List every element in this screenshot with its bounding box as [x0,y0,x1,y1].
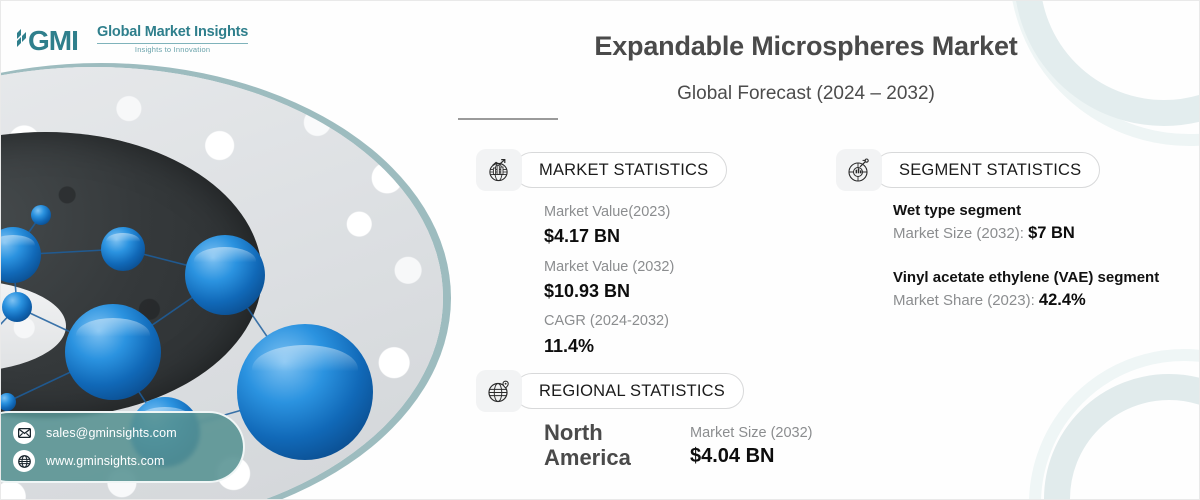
brand-name: Global Market Insights [97,24,249,40]
globe-icon [13,450,35,472]
brand-rule [97,42,249,44]
hero-image-panel: sales@gminsights.com www.gminsights.com [1,1,479,499]
segment-title: Wet type segment [893,202,1022,219]
segment-spacer [893,246,1165,268]
section-header-market-statistics: MARKET STATISTICS [476,149,728,191]
content-area: Expandable Microspheres Market Global Fo… [456,1,1199,499]
globe-barchart-icon [476,149,522,191]
page-subtitle: Global Forecast (2024 – 2032) [677,83,935,104]
segment-metric-value: $7 BN [1028,224,1075,243]
segment-title: Vinyl acetate ethylene (VAE) segment [893,269,1160,286]
envelope-icon [13,422,35,444]
brand-tagline: Insights to Innovation [134,44,211,54]
segment-metric-value: 42.4% [1038,291,1086,310]
sphere-network-graphic [1,205,373,467]
donut-chart-icon [836,149,882,191]
segment-metric: Market Size (2032): $7 BN [893,221,1165,246]
contact-website: www.gminsights.com [46,454,165,468]
segment-metric-label: Market Size (2032): [893,225,1029,243]
region-metric-label: Market Size (2032) [690,425,813,442]
segment-statistics-list: Wet type segment Market Size (2032): $7 … [893,201,1165,313]
market-stat-label: Market Value (2032) [544,258,675,275]
market-stat-value: $4.17 BN [544,226,621,247]
globe-pin-icon [476,370,522,412]
section-label-market-statistics: MARKET STATISTICS [514,152,728,188]
gmi-logo-mark: GMI [15,23,89,55]
region-metric-value: $4.04 BN [690,445,775,467]
contact-website-row[interactable]: www.gminsights.com [13,450,243,472]
regional-statistics-body: North America Market Size (2032) $4.04 B… [544,420,813,470]
section-label-regional-statistics: REGIONAL STATISTICS [514,373,744,409]
contact-email: sales@gminsights.com [46,426,177,440]
brand-text: Global Market Insights Insights to Innov… [97,25,248,53]
region-name: North America [544,420,631,470]
section-label-segment-statistics: SEGMENT STATISTICS [874,152,1101,188]
section-header-segment-statistics: SEGMENT STATISTICS [836,149,1101,191]
market-stat-label: CAGR (2024-2032) [544,313,669,330]
page-title: Expandable Microspheres Market [594,31,1018,61]
segment-metric: Market Share (2023): 42.4% [893,288,1165,313]
market-statistics-list: Market Value(2023) $4.17 BN Market Value… [544,201,674,365]
market-stat-value: 11.4% [544,335,595,356]
segment-metric-label: Market Share (2023): [893,292,1039,310]
market-stat-value: $10.93 BN [544,281,631,302]
contact-pill: sales@gminsights.com www.gminsights.com [1,411,245,483]
svg-text:GMI: GMI [28,25,78,55]
market-stat-label: Market Value(2023) [544,204,671,220]
section-header-regional-statistics: REGIONAL STATISTICS [476,370,744,412]
region-metric: Market Size (2032) $4.04 BN [690,423,813,468]
brand-logo[interactable]: GMI Global Market Insights Insights to I… [15,23,248,55]
title-divider [458,118,558,120]
contact-email-row[interactable]: sales@gminsights.com [13,422,243,444]
